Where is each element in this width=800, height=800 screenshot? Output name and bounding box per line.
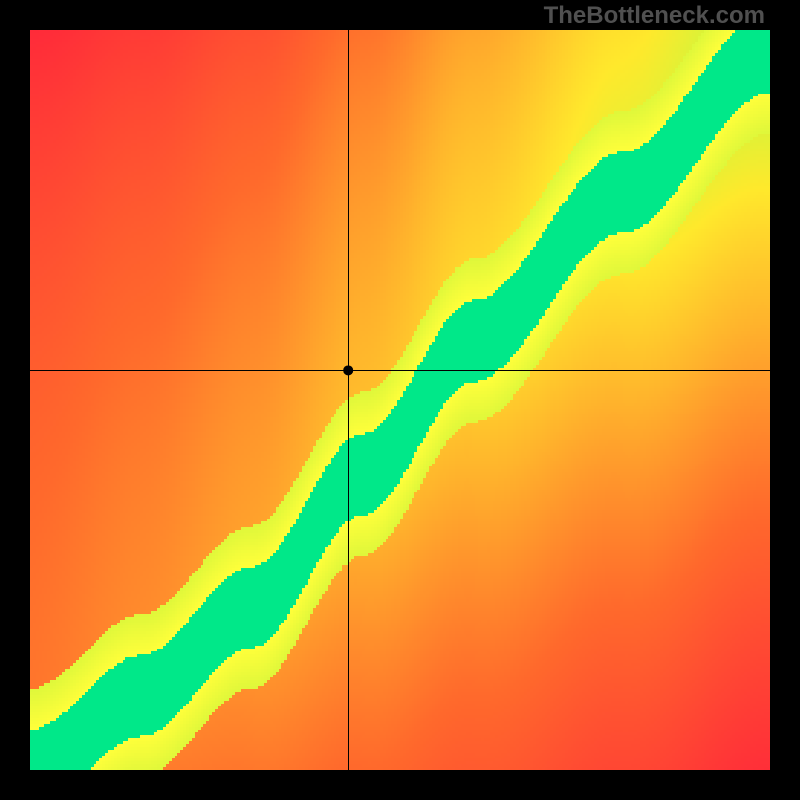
chart-container: TheBottleneck.com: [0, 0, 800, 800]
bottleneck-heatmap: [0, 0, 800, 800]
watermark-text: TheBottleneck.com: [544, 2, 765, 30]
